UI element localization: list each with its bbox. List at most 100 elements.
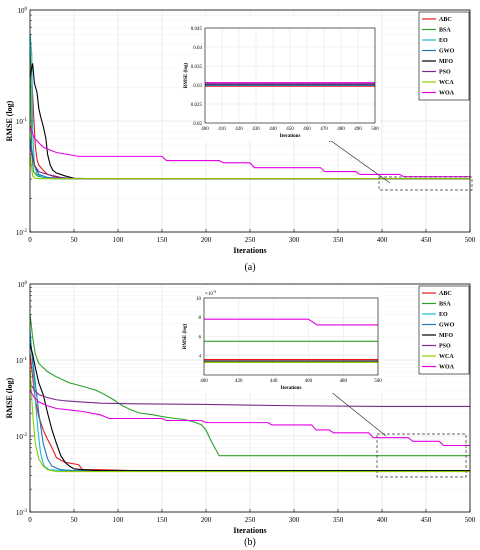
- legend-box: [418, 285, 470, 375]
- series-line-pso: [29, 382, 470, 407]
- x-tick-label: 400: [377, 236, 388, 244]
- inset-y-tick-label: 8: [199, 316, 202, 321]
- y-axis-label: RMSE (log): [5, 377, 14, 418]
- panel-caption: (b): [244, 537, 256, 548]
- inset-x-tick-label: 440: [269, 127, 277, 132]
- y-tick-label: 10-2: [16, 229, 28, 237]
- series-line-bsa: [29, 314, 470, 457]
- inset-y-tick-label: 10: [196, 297, 202, 302]
- x-tick-label: 450: [421, 516, 432, 524]
- inset-y-axis-label: RMSE (log): [183, 323, 188, 349]
- legend-label-woa: WOA: [439, 365, 455, 371]
- inset-y-tick-label: 4: [199, 355, 202, 360]
- inset-x-tick-label: 480: [337, 127, 345, 132]
- zoom-region-box: [376, 433, 467, 478]
- inset-y-tick-label: 0.035: [191, 65, 203, 70]
- inset-chart: 400 410 420 430 440 450 460 470 480 490 500 0.02 0.0…: [184, 16, 380, 141]
- x-tick-label: 300: [289, 236, 300, 244]
- inset-y-tick-label: 0.04: [193, 46, 202, 51]
- series-line-woa: [29, 389, 470, 447]
- legend-label-abc: ABC: [439, 17, 452, 23]
- legend-label-gwo: GWO: [439, 323, 455, 329]
- x-tick-label: 200: [201, 236, 212, 244]
- legend-label-eo: EO: [439, 312, 448, 318]
- inset-x-tick-label: 420: [235, 127, 243, 132]
- inset-x-tick-label: 430: [252, 127, 260, 132]
- inset-x-tick-label: 490: [354, 127, 362, 132]
- y-tick-label: 100: [18, 7, 28, 15]
- inset-x-axis-label: Iterations: [280, 134, 301, 139]
- inset-background: [203, 286, 383, 393]
- y-tick-label: 10-1: [16, 357, 28, 365]
- inset-y-tick-label: 0.025: [191, 103, 203, 108]
- series-line-mfo: [29, 344, 470, 472]
- inset-exponent-label: ×10-3: [205, 289, 216, 297]
- inset-y-tick-label: 0.02: [193, 122, 202, 127]
- inset-x-tick-label: 400: [201, 127, 209, 132]
- inset-x-tick-label: 400: [200, 379, 208, 384]
- chart-panel-b: 0 50 100 150 200 250 300 350 400 450 500 10-3 10-2 10…: [5, 281, 476, 548]
- legend-label-eo: EO: [439, 38, 448, 44]
- x-tick-label: 250: [245, 516, 256, 524]
- series-line-wca: [29, 154, 470, 180]
- x-tick-label: 450: [421, 236, 432, 244]
- legend-label-woa: WOA: [439, 91, 455, 97]
- x-axis-label: Iterations: [233, 246, 266, 255]
- x-tick-label: 300: [289, 516, 300, 524]
- legend-label-gwo: GWO: [439, 49, 455, 55]
- inset-x-tick-label: 420: [235, 379, 243, 384]
- x-tick-label: 200: [201, 516, 212, 524]
- y-tick-label: 10-3: [16, 509, 28, 517]
- inset-x-tick-label: 450: [286, 127, 294, 132]
- y-axis-label: RMSE (log): [5, 100, 14, 141]
- legend-label-pso: PSO: [439, 344, 451, 350]
- series-line-wca: [29, 367, 470, 473]
- legend-label-mfo: MFO: [439, 59, 453, 65]
- inset-x-tick-label: 500: [371, 127, 379, 132]
- inset-x-tick-label: 410: [218, 127, 226, 132]
- x-tick-label: 500: [465, 236, 476, 244]
- zoom-arrow: [326, 137, 391, 184]
- x-axis-label: Iterations: [233, 526, 266, 535]
- inset-x-tick-label: 440: [270, 379, 278, 384]
- x-tick-label: 50: [71, 236, 79, 244]
- inset-x-tick-label: 480: [339, 379, 347, 384]
- chart-panel-a: 0 50 100 150 200 250 300 350 400 450 500 10-2 10-1 10…: [5, 7, 476, 273]
- inset-x-tick-label: 470: [320, 127, 328, 132]
- legend-label-pso: PSO: [439, 70, 451, 76]
- legend-box: [418, 11, 470, 101]
- inset-y-tick-label: 0.045: [191, 27, 203, 32]
- legend: ABC BSA EO GWO MFO PSO WCA WOA: [418, 11, 470, 101]
- inset-chart: 400 420 440 460 480 500 4 6 8 10 Iterations RMSE (l…: [183, 286, 383, 393]
- y-tick-label: 10-2: [16, 433, 28, 441]
- y-tick-label: 10-1: [16, 118, 28, 126]
- x-tick-label: 150: [157, 516, 168, 524]
- inset-x-tick-label: 500: [374, 379, 382, 384]
- inset-y-tick-label: 0.03: [193, 84, 202, 89]
- inset-x-tick-label: 460: [303, 127, 311, 132]
- legend: ABC BSA EO GWO MFO PSO WCA WOA: [418, 285, 470, 375]
- legend-label-bsa: BSA: [439, 28, 451, 34]
- legend-label-wca: WCA: [439, 80, 454, 86]
- x-tick-label: 0: [28, 516, 32, 524]
- x-tick-label: 100: [113, 516, 124, 524]
- legend-label-wca: WCA: [439, 354, 454, 360]
- y-tick-label: 100: [18, 281, 28, 289]
- legend-label-mfo: MFO: [439, 333, 453, 339]
- x-tick-label: 350: [333, 516, 344, 524]
- inset-background: [204, 16, 380, 141]
- x-tick-label: 150: [157, 236, 168, 244]
- panel-caption: (a): [244, 262, 255, 273]
- inset-series-woa: [204, 318, 378, 326]
- series-line-woa: [29, 125, 470, 178]
- x-tick-label: 250: [245, 236, 256, 244]
- x-tick-label: 50: [71, 516, 79, 524]
- inset-y-axis-label: RMSE (log): [184, 62, 189, 88]
- zoom-region-box: [378, 176, 473, 191]
- inset-x-tick-label: 460: [305, 379, 313, 384]
- inset-frame: [204, 27, 376, 124]
- inset-frame: [203, 297, 379, 376]
- inset-x-axis-label: Iterations: [281, 386, 302, 391]
- x-tick-label: 400: [377, 516, 388, 524]
